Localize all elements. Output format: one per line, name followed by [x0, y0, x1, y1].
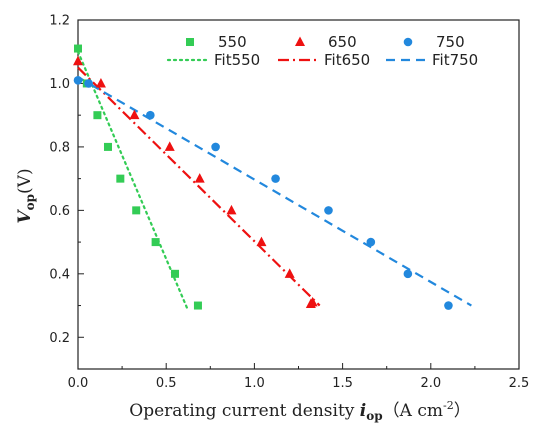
legend: 550 650 750 Fit550 Fit650 Fit750: [166, 33, 478, 69]
data-point-750: [146, 110, 155, 120]
data-point-650: [256, 236, 267, 247]
legend-label-650: 650: [328, 33, 357, 51]
x-axis-ticks: 0.0 0.5 1.0 1.5 2.0 2.5: [68, 363, 530, 391]
data-point-650: [284, 268, 295, 278]
series-750: [73, 75, 453, 310]
legend-label-fit550: Fit550: [214, 51, 260, 69]
data-point-650: [307, 296, 318, 307]
fit-lines: [76, 50, 472, 310]
data-point-750: [211, 142, 220, 152]
data-point-550: [132, 206, 141, 215]
legend-label-fit650: Fit650: [324, 51, 370, 69]
data-point-750: [73, 75, 83, 85]
x-tick-label: 2.5: [509, 376, 530, 391]
data-point-650: [226, 204, 237, 215]
fit-line-fit550: [76, 50, 189, 310]
x-axis-title-var: i: [360, 401, 366, 421]
fit-line-fit750: [77, 76, 472, 307]
data-point-750: [403, 269, 413, 279]
legend-marker-550: [186, 38, 194, 46]
data-point-750: [324, 206, 333, 215]
data-point-750: [444, 301, 453, 310]
data-points: [73, 44, 453, 310]
data-point-650: [129, 109, 140, 120]
data-point-650: [73, 55, 83, 66]
legend-label-550: 550: [218, 33, 247, 51]
data-point-550: [171, 269, 180, 278]
data-point-550: [193, 301, 202, 310]
data-point-550: [74, 44, 82, 53]
x-axis-title-units-close: ）: [454, 401, 471, 421]
data-point-550: [116, 174, 125, 183]
x-tick-label: 1.5: [332, 376, 353, 391]
series-550: [74, 44, 202, 310]
data-point-750: [271, 174, 280, 183]
y-tick-label: 1.2: [49, 14, 70, 29]
x-axis-title-sub: op: [366, 409, 382, 423]
y-axis-ticks: 0.2 0.4 0.6 0.8 1.0 1.2: [49, 14, 84, 370]
fit-line-fit650: [77, 66, 321, 307]
plot-frame: [77, 19, 520, 370]
data-point-750: [84, 79, 93, 88]
y-axis-title-var: V: [15, 209, 35, 224]
x-tick-label: 0.0: [68, 376, 89, 391]
y-tick-label: 0.8: [49, 140, 70, 155]
y-axis-title-sub: op: [23, 194, 37, 210]
x-axis-title-units-sup: -2: [443, 399, 454, 412]
series-650: [73, 55, 318, 308]
data-point-550: [151, 238, 160, 247]
y-tick-label: 1.0: [49, 77, 70, 92]
legend-marker-750: [403, 37, 413, 47]
data-point-550: [93, 111, 102, 120]
x-axis-title-units: （A cm: [383, 401, 443, 421]
x-axis-title: Operating current density iop（A cm-2）: [129, 399, 470, 423]
data-point-650: [164, 141, 175, 151]
x-tick-label: 1.0: [244, 376, 265, 391]
data-point-650: [95, 77, 106, 88]
y-tick-label: 0.6: [49, 204, 70, 219]
data-point-650: [194, 173, 205, 183]
x-axis-title-main: Operating current density: [129, 401, 360, 421]
legend-label-fit750: Fit750: [432, 51, 478, 69]
legend-label-750: 750: [436, 33, 465, 51]
data-point-750: [366, 237, 376, 247]
y-axis-title: Vop(V): [15, 168, 37, 223]
y-tick-label: 0.4: [49, 267, 70, 282]
data-point-550: [103, 142, 112, 151]
y-axis-title-units: (V): [15, 168, 35, 194]
legend-marker-650: [295, 36, 305, 46]
x-tick-label: 0.5: [156, 376, 177, 391]
x-tick-label: 2.0: [420, 376, 441, 391]
y-tick-label: 0.2: [49, 331, 70, 346]
